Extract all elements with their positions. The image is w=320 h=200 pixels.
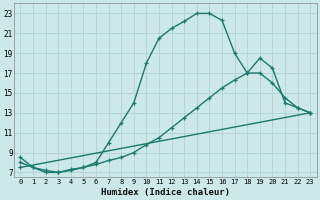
- X-axis label: Humidex (Indice chaleur): Humidex (Indice chaleur): [101, 188, 230, 197]
